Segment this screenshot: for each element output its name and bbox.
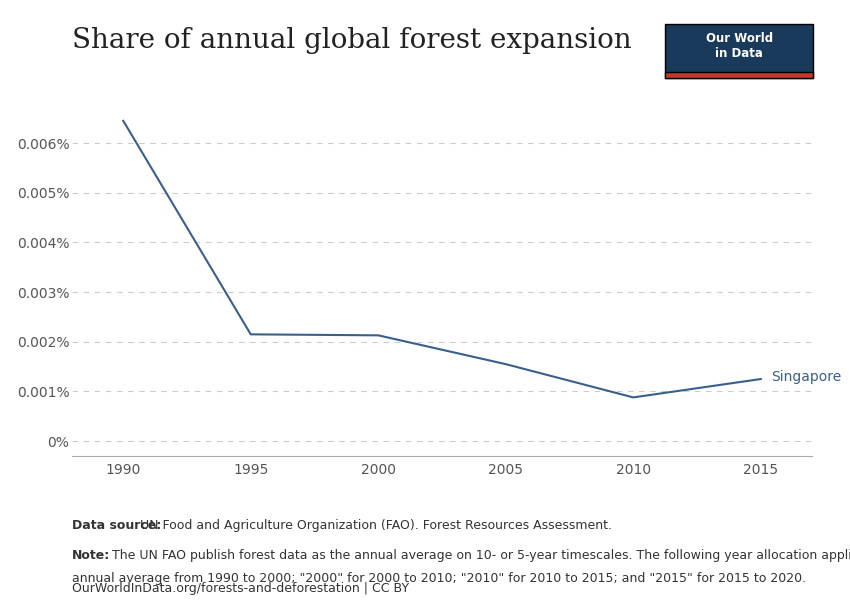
Text: OurWorldInData.org/forests-and-deforestation | CC BY: OurWorldInData.org/forests-and-deforesta…	[72, 582, 410, 595]
Text: Share of annual global forest expansion: Share of annual global forest expansion	[72, 27, 632, 54]
Text: Our World
in Data: Our World in Data	[706, 32, 773, 60]
Text: UN Food and Agriculture Organization (FAO). Forest Resources Assessment.: UN Food and Agriculture Organization (FA…	[136, 519, 612, 532]
Text: Note:: Note:	[72, 549, 110, 562]
Text: Singapore: Singapore	[771, 370, 842, 383]
Text: Data source:: Data source:	[72, 519, 162, 532]
Text: The UN FAO publish forest data as the annual average on 10- or 5-year timescales: The UN FAO publish forest data as the an…	[108, 549, 850, 562]
Text: annual average from 1990 to 2000; "2000" for 2000 to 2010; "2010" for 2010 to 20: annual average from 1990 to 2000; "2000"…	[72, 572, 807, 585]
